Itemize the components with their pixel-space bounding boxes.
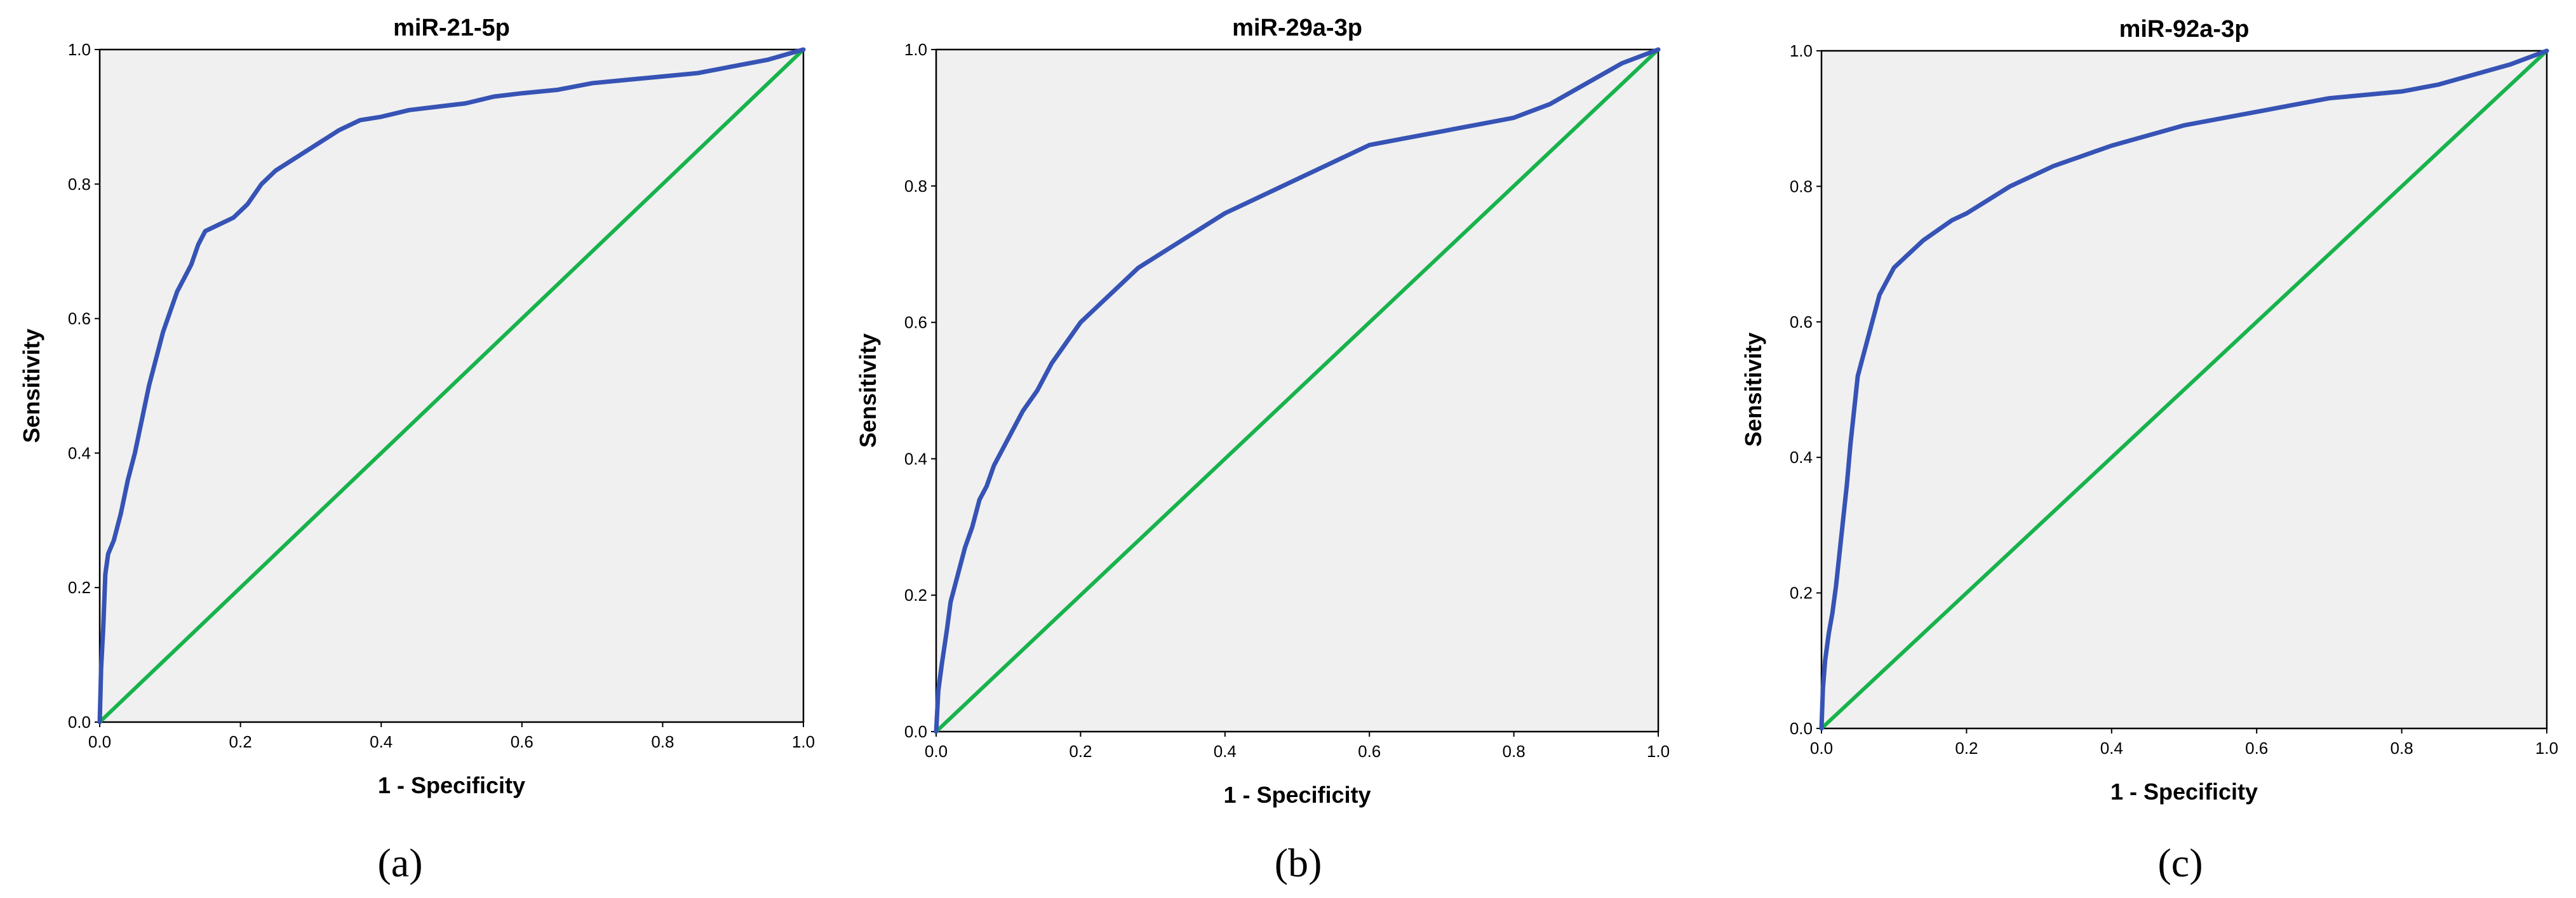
- roc-curve: [1819, 48, 2549, 731]
- y-tick-label: 0.6: [68, 309, 91, 328]
- roc-curve: [934, 47, 1661, 734]
- y-tick-label: 0.4: [904, 449, 927, 468]
- reference-line: [1820, 49, 2549, 730]
- roc-chart-3: miR-92a-3p 0.0 0.2 0.4 0.6 0.8 1.0 0.0 0.2 0.4 0.6…: [1740, 16, 2558, 885]
- panel-label: (c): [2157, 840, 2203, 885]
- chart-title: miR-29a-3p: [1232, 15, 1362, 41]
- x-tick-label: 0.6: [1358, 742, 1381, 761]
- y-tick-label: 0.2: [68, 578, 91, 597]
- y-tick-label: 0.0: [1790, 719, 1813, 738]
- reference-line: [98, 48, 805, 724]
- y-tick-label: 0.4: [68, 443, 91, 462]
- x-tick-label: 0.4: [1214, 742, 1237, 761]
- x-tick-label: 0.2: [1069, 742, 1092, 761]
- y-tick-label: 1.0: [68, 40, 91, 59]
- x-tick-label: 0.8: [651, 732, 674, 751]
- x-tick-label: 0.4: [370, 732, 392, 751]
- panel-label: (b): [1275, 840, 1322, 885]
- y-axis-label: Sensitivity: [1740, 332, 1766, 446]
- panel-label: (a): [377, 840, 422, 885]
- roc-chart-2: miR-29a-3p 0.0 0.2 0.4 0.6 0.8 1.0 0.0 0.2 0.4 0.6…: [855, 15, 1670, 885]
- x-tick-label: 1.0: [792, 732, 815, 751]
- roc-curve: [97, 47, 806, 725]
- reference-line: [934, 48, 1660, 734]
- x-tick-label: 0.6: [511, 732, 533, 751]
- x-tick-label: 0.0: [1810, 739, 1833, 758]
- x-tick-label: 0.2: [229, 732, 252, 751]
- x-tick-label: 0.0: [925, 742, 948, 761]
- y-tick-label: 0.2: [1790, 584, 1813, 603]
- x-tick-label: 0.8: [2391, 739, 2413, 758]
- x-tick-label: 0.0: [88, 732, 111, 751]
- y-tick-label: 0.4: [1790, 448, 1813, 467]
- x-tick-label: 0.8: [1503, 742, 1526, 761]
- y-tick-label: 0.0: [904, 722, 927, 741]
- x-axis-label: 1 - Specificity: [1223, 782, 1371, 808]
- y-axis-label: Sensitivity: [855, 333, 881, 448]
- x-axis-label: 1 - Specificity: [2110, 779, 2258, 805]
- y-tick-label: 0.8: [1790, 177, 1813, 196]
- chart-title: miR-92a-3p: [2119, 16, 2250, 43]
- y-tick-label: 0.8: [904, 177, 927, 196]
- x-tick-label: 0.6: [2245, 739, 2268, 758]
- y-tick-label: 0.6: [904, 313, 927, 332]
- y-tick-label: 0.2: [904, 586, 927, 605]
- y-tick-label: 0.6: [1790, 312, 1813, 332]
- roc-chart-1: miR-21-5p 0.0 0.2 0.4 0.6 0.8 1.0 0.0 0.2 0.4 0.6 0…: [18, 15, 815, 885]
- chart-title: miR-21-5p: [393, 15, 510, 41]
- x-tick-label: 0.4: [2100, 739, 2123, 758]
- x-tick-label: 0.2: [1955, 739, 1978, 758]
- x-tick-label: 1.0: [2535, 739, 2558, 758]
- y-tick-label: 0.8: [68, 175, 91, 194]
- y-axis-label: Sensitivity: [18, 328, 44, 443]
- x-tick-label: 1.0: [1647, 742, 1670, 761]
- y-tick-label: 1.0: [1790, 41, 1813, 60]
- x-axis-label: 1 - Specificity: [378, 772, 525, 798]
- y-tick-label: 0.0: [68, 713, 91, 732]
- y-tick-label: 1.0: [904, 40, 927, 59]
